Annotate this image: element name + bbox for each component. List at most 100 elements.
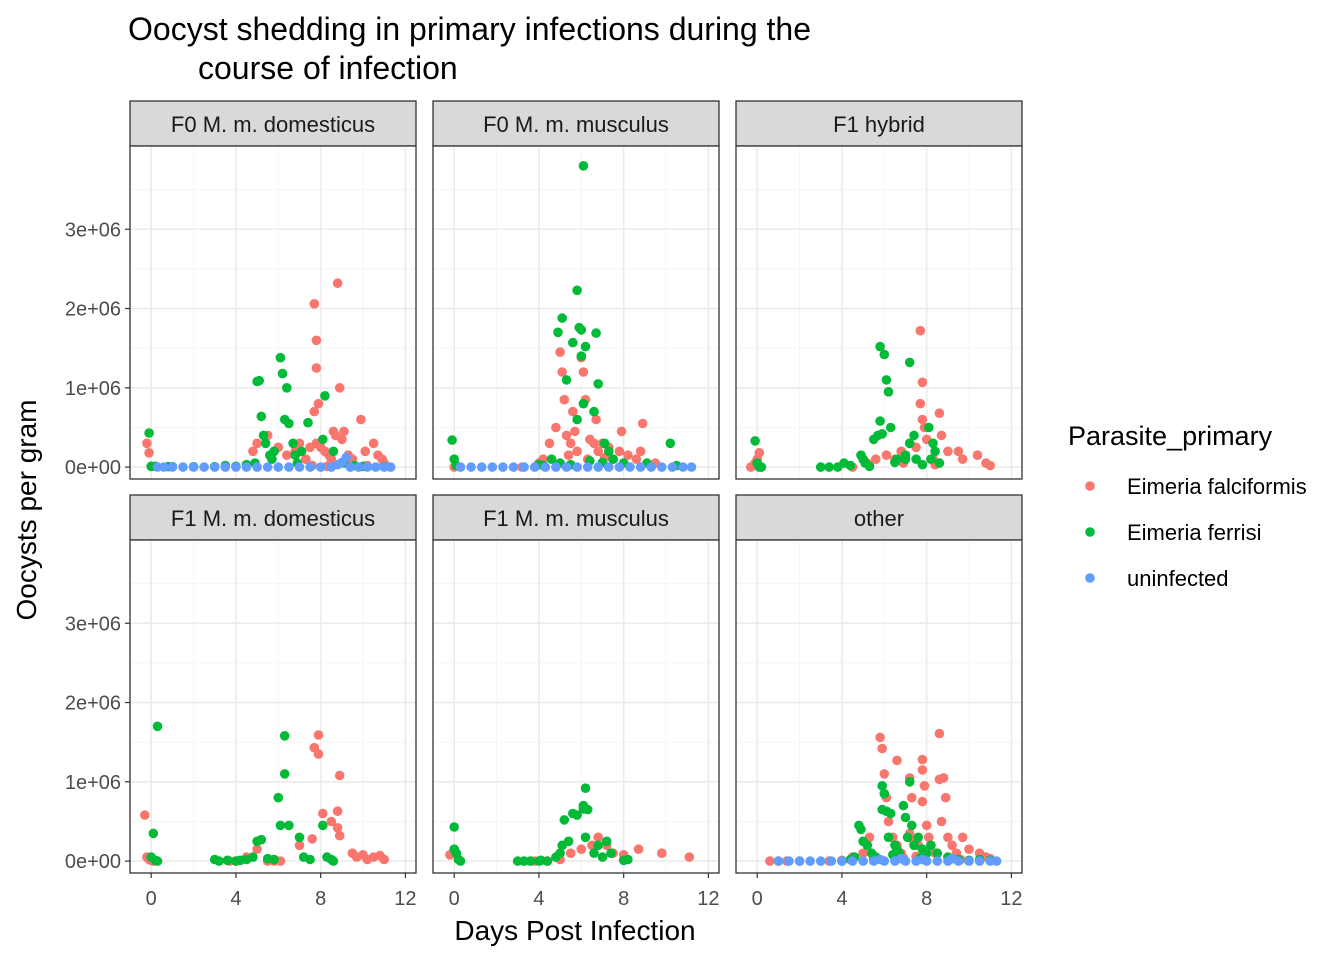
facet-strip (735, 494, 1023, 541)
point-uninfected (875, 854, 885, 865)
panel-border (735, 145, 1023, 480)
point-eimeria-falciformis (356, 414, 366, 425)
point-eimeria-ferrisi (591, 328, 601, 338)
point-uninfected (262, 462, 273, 472)
facet-strip (129, 494, 417, 541)
point-uninfected (991, 856, 1002, 866)
point-eimeria-falciformis (576, 844, 587, 854)
point-eimeria-falciformis (924, 832, 934, 843)
point-eimeria-falciformis (140, 810, 150, 820)
point-eimeria-ferrisi (254, 375, 264, 386)
point-eimeria-ferrisi (288, 438, 298, 449)
point-eimeria-falciformis (907, 792, 917, 803)
point-eimeria-falciformis (294, 840, 305, 851)
point-uninfected (294, 462, 305, 472)
point-eimeria-ferrisi (877, 429, 887, 439)
point-eimeria-ferrisi (900, 450, 911, 461)
point-eimeria-ferrisi (449, 822, 460, 832)
point-eimeria-falciformis (964, 844, 974, 854)
point-eimeria-ferrisi (303, 417, 313, 428)
panel-background (736, 540, 1022, 873)
point-uninfected (498, 462, 508, 472)
point-eimeria-falciformis (657, 848, 667, 858)
point-eimeria-ferrisi (328, 446, 339, 457)
point-eimeria-falciformis (917, 765, 928, 775)
point-eimeria-ferrisi (572, 285, 582, 296)
y-tick-label: 0e+00 (65, 457, 121, 479)
point-eimeria-ferrisi (875, 341, 885, 352)
point-eimeria-ferrisi (455, 856, 466, 866)
point-eimeria-falciformis (570, 426, 580, 437)
point-uninfected (858, 856, 868, 866)
point-eimeria-falciformis (947, 840, 957, 851)
point-eimeria-falciformis (311, 363, 322, 373)
legend: Parasite_primary Eimeria falciformis Eime… (1068, 421, 1307, 591)
point-eimeria-ferrisi (890, 457, 900, 468)
point-eimeria-ferrisi (557, 313, 567, 323)
point-uninfected (551, 462, 561, 472)
x-tick-label: 0 (146, 888, 157, 910)
point-eimeria-falciformis (936, 430, 947, 441)
facet-other: other 0 4 8 12 (735, 494, 1023, 910)
point-eimeria-ferrisi (279, 769, 290, 779)
legend-label: uninfected (1127, 566, 1229, 591)
point-uninfected (487, 462, 498, 472)
point-uninfected (974, 856, 985, 866)
point-eimeria-falciformis (326, 816, 337, 827)
point-eimeria-falciformis (858, 848, 868, 858)
panel-border (432, 145, 720, 480)
point-eimeria-falciformis (943, 832, 953, 843)
point-eimeria-ferrisi (928, 438, 938, 449)
point-uninfected (188, 462, 199, 472)
point-eimeria-ferrisi (582, 804, 593, 815)
point-uninfected (178, 462, 188, 472)
facet-strip (735, 100, 1023, 147)
legend-key (1085, 527, 1095, 537)
point-eimeria-ferrisi (563, 836, 574, 847)
legend-item-eimeria-falciformis: Eimeria falciformis (1085, 474, 1307, 499)
point-uninfected (773, 856, 784, 866)
point-eimeria-falciformis (589, 438, 599, 449)
point-eimeria-ferrisi (555, 848, 565, 858)
point-eimeria-ferrisi (277, 368, 288, 379)
x-tick-label: 8 (618, 888, 629, 910)
point-uninfected (635, 462, 646, 472)
point-eimeria-ferrisi (248, 852, 258, 862)
y-tick-label: 2e+06 (65, 693, 121, 715)
point-eimeria-ferrisi (913, 832, 923, 843)
point-eimeria-falciformis (623, 450, 633, 461)
point-eimeria-ferrisi (267, 454, 277, 465)
point-eimeria-falciformis (565, 848, 576, 858)
point-eimeria-ferrisi (318, 820, 328, 831)
point-eimeria-ferrisi (756, 462, 767, 472)
point-eimeria-falciformis (563, 450, 574, 461)
point-eimeria-ferrisi (883, 832, 894, 843)
point-uninfected (678, 462, 688, 472)
point-eimeria-ferrisi (904, 438, 915, 449)
facet-f0-m-m-domesticus: F0 M. m. domesticus 0e+00 1e+06 2e+06 3e+06 (65, 100, 417, 480)
point-eimeria-ferrisi (926, 454, 936, 465)
point-eimeria-falciformis (917, 754, 928, 765)
point-eimeria-ferrisi (275, 352, 286, 363)
point-eimeria-ferrisi (917, 459, 928, 470)
point-uninfected (805, 856, 815, 866)
point-uninfected (826, 856, 837, 866)
point-eimeria-ferrisi (578, 161, 589, 171)
point-eimeria-falciformis (551, 422, 561, 433)
point-eimeria-ferrisi (572, 810, 582, 820)
point-eimeria-ferrisi (256, 834, 267, 845)
point-eimeria-ferrisi (926, 840, 936, 851)
legend-label: Eimeria falciformis (1127, 474, 1307, 499)
point-eimeria-falciformis (332, 278, 343, 289)
panel-border (735, 539, 1023, 874)
point-eimeria-falciformis (957, 832, 968, 843)
point-eimeria-ferrisi (572, 414, 582, 425)
point-eimeria-falciformis (313, 749, 324, 759)
point-eimeria-falciformis (943, 446, 953, 457)
point-eimeria-falciformis (938, 773, 949, 783)
legend-item-uninfected: uninfected (1085, 566, 1229, 591)
point-eimeria-falciformis (572, 446, 582, 457)
point-eimeria-ferrisi (900, 812, 911, 823)
point-eimeria-ferrisi (885, 808, 896, 819)
point-eimeria-ferrisi (258, 430, 269, 441)
